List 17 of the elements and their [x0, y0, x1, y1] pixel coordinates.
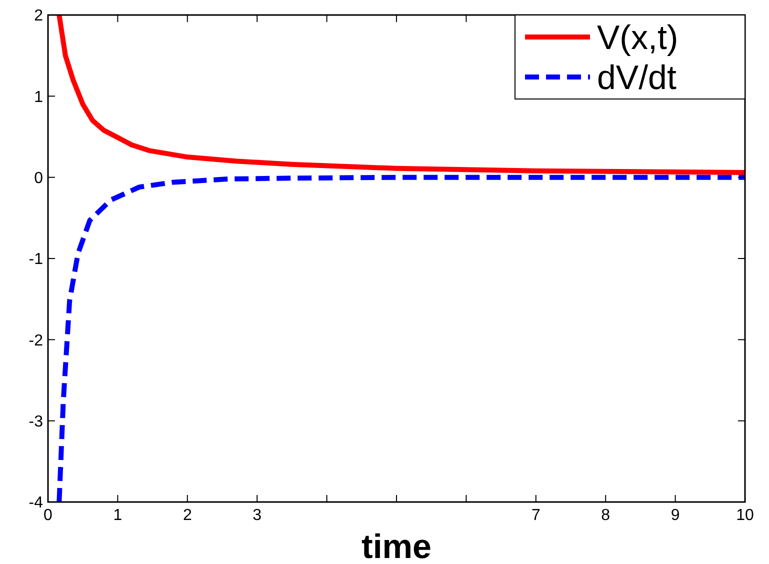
x-tick-label: 3: [252, 507, 262, 524]
x-tick-label: 1: [113, 507, 122, 524]
x-tick-label: 2: [182, 507, 192, 524]
y-tick-label: -1: [28, 251, 44, 268]
x-axis-title: time: [362, 528, 432, 564]
x-tick-label: 8: [601, 507, 610, 524]
legend-label: V(x,t): [597, 18, 678, 57]
y-tick-label: -3: [28, 413, 44, 430]
x-tick-label: 7: [531, 507, 540, 524]
x-tick-label: 9: [670, 507, 680, 524]
y-tick-label: 1: [34, 88, 44, 106]
x-tick-label: 10: [736, 507, 754, 524]
y-tick-label: 0: [34, 170, 44, 187]
legend-label: dV/dt: [597, 58, 677, 97]
y-tick-label: -4: [28, 494, 44, 512]
y-tick-label: -2: [28, 332, 44, 350]
y-tick-label: 2: [34, 8, 44, 25]
